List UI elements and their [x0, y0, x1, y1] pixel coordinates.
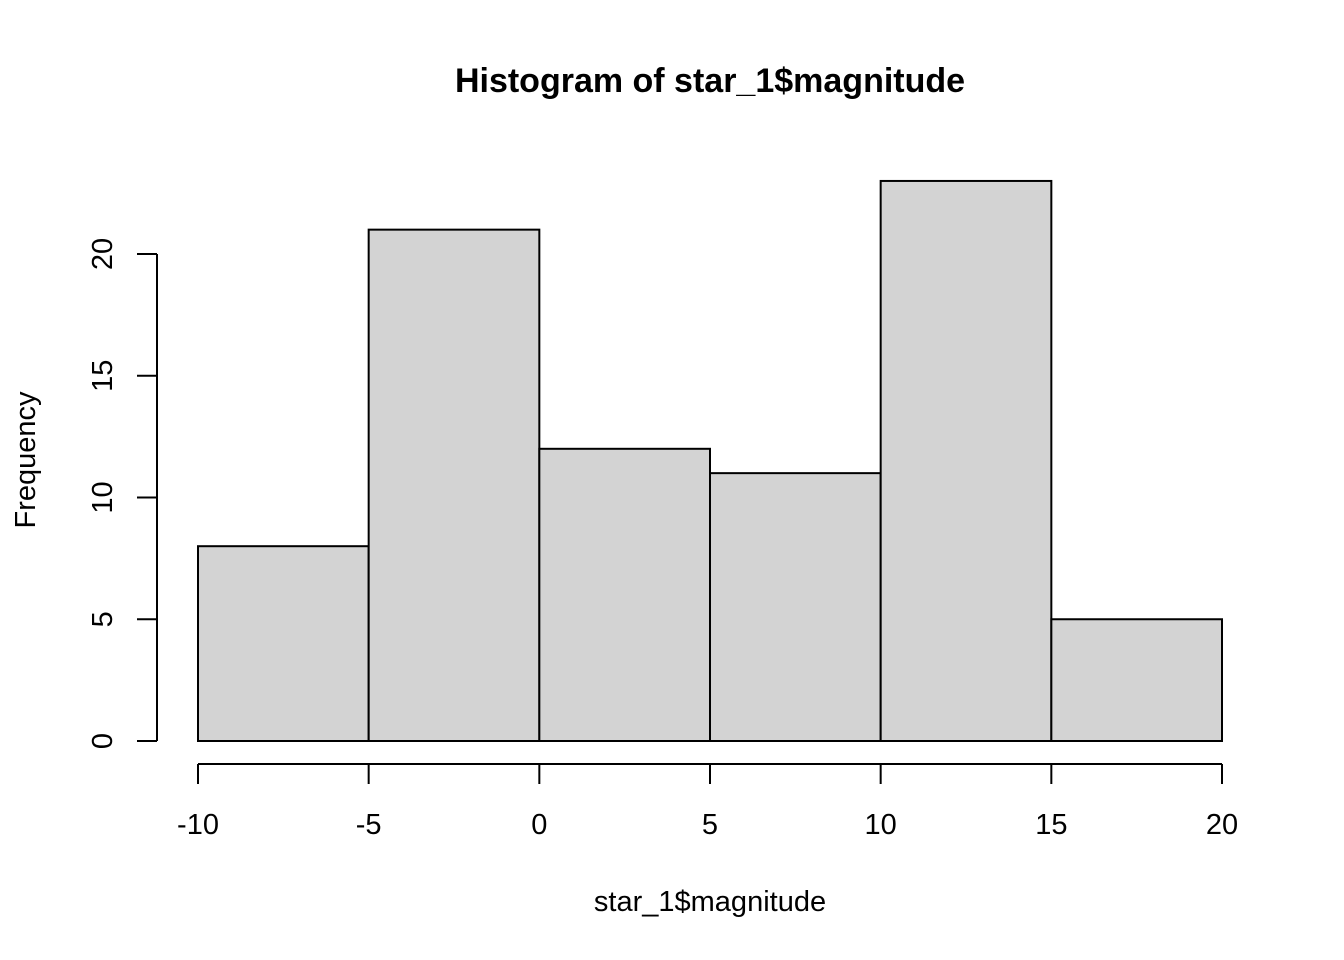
x-axis-label: star_1$magnitude: [594, 886, 826, 918]
y-axis: 0 5 10 15 20: [87, 238, 158, 749]
histogram-bar-0: [197, 545, 370, 743]
y-tick-label-3: 15: [87, 360, 119, 392]
histogram-bar-5: [1050, 618, 1224, 742]
chart-title: Histogram of star_1$magnitude: [455, 62, 965, 100]
y-tick-label-1: 5: [87, 611, 119, 627]
y-tick-label-0: 0: [87, 733, 119, 749]
x-axis: -10 -5 0 5 10 15 20: [177, 763, 1238, 841]
y-tick-label-4: 20: [87, 238, 119, 270]
y-axis-label: Frequency: [10, 391, 42, 529]
x-tick-label-3: 5: [702, 809, 718, 841]
histogram-bar-4: [879, 179, 1053, 742]
bars-group: [197, 179, 1224, 743]
x-tick-label-4: 10: [865, 809, 897, 841]
histogram-bar-3: [709, 472, 882, 742]
histogram-bar-2: [538, 447, 711, 742]
x-tick-label-1: -5: [356, 809, 382, 841]
x-tick-label-5: 15: [1035, 809, 1067, 841]
x-tick-label-2: 0: [531, 809, 547, 841]
y-tick-label-2: 10: [87, 481, 119, 513]
x-tick-label-0: -10: [177, 809, 219, 841]
histogram-bar-1: [367, 228, 541, 742]
x-tick-label-6: 20: [1206, 809, 1238, 841]
